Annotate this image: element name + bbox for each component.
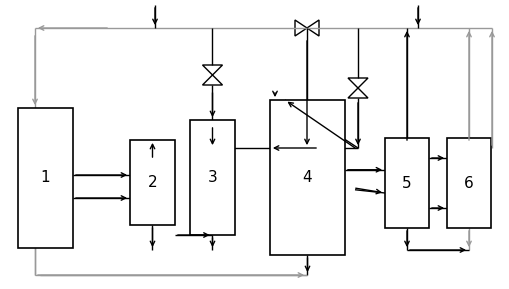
Text: 1: 1 [41,171,50,186]
Text: 2: 2 [148,175,157,190]
Bar [385,138,429,228]
Text: 4: 4 [303,170,313,185]
Text: 6: 6 [464,175,474,190]
Text: 3: 3 [208,170,217,185]
Bar [190,120,235,235]
Text: 5: 5 [402,175,412,190]
Bar [130,140,175,225]
Bar [18,108,73,248]
Bar [270,100,345,255]
Bar [447,138,491,228]
